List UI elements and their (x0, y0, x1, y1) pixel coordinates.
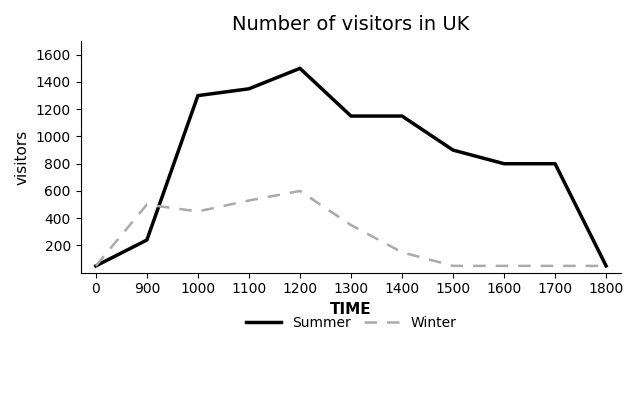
Summer (500, 161, 508, 166)
Winter (92, 263, 100, 268)
Winter (296, 188, 304, 193)
Winter (500, 263, 508, 268)
Title: Number of visitors in UK: Number of visitors in UK (232, 15, 470, 34)
Summer (449, 148, 457, 152)
Summer (143, 238, 150, 242)
Winter (194, 209, 202, 214)
Line: Winter: Winter (96, 191, 606, 266)
Legend: Summer, Winter: Summer, Winter (241, 310, 461, 335)
Summer (245, 86, 253, 91)
Summer (551, 161, 559, 166)
Winter (245, 198, 253, 203)
Line: Summer: Summer (96, 69, 606, 266)
X-axis label: TIME: TIME (330, 302, 372, 317)
Summer (92, 263, 100, 268)
Summer (296, 66, 304, 71)
Winter (143, 202, 150, 207)
Winter (551, 263, 559, 268)
Winter (398, 250, 406, 255)
Winter (449, 263, 457, 268)
Summer (194, 93, 202, 98)
Y-axis label: visitors: visitors (15, 129, 30, 185)
Summer (398, 114, 406, 118)
Winter (602, 263, 610, 268)
Summer (347, 114, 355, 118)
Winter (347, 223, 355, 227)
Summer (602, 263, 610, 268)
